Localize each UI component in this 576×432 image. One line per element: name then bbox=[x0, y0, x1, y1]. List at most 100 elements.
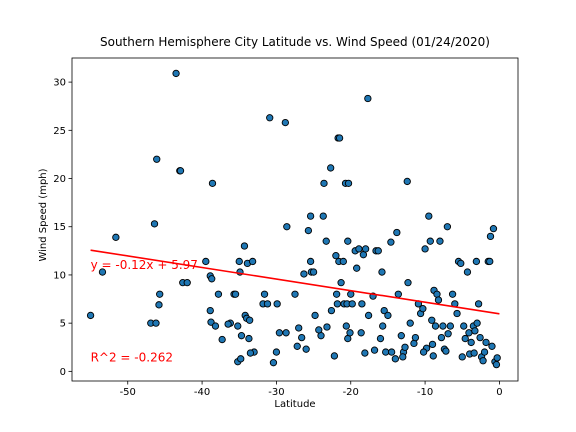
data-point bbox=[206, 306, 214, 315]
data-point bbox=[384, 311, 392, 320]
x-tick-label: 0 bbox=[496, 387, 502, 398]
data-point bbox=[237, 355, 245, 363]
data-point bbox=[364, 94, 372, 103]
data-point bbox=[489, 225, 498, 233]
data-point bbox=[306, 212, 315, 220]
data-point bbox=[300, 270, 308, 278]
data-point bbox=[339, 257, 347, 266]
data-point bbox=[112, 233, 120, 241]
data-point bbox=[240, 242, 249, 250]
data-point bbox=[364, 311, 373, 320]
data-point bbox=[315, 326, 323, 334]
data-point bbox=[208, 275, 216, 283]
data-point bbox=[379, 322, 387, 330]
data-point bbox=[266, 114, 274, 122]
data-point bbox=[327, 306, 336, 315]
data-point bbox=[153, 155, 161, 163]
data-point bbox=[479, 357, 487, 365]
data-point bbox=[486, 232, 495, 241]
data-point bbox=[493, 354, 501, 362]
data-point bbox=[419, 305, 427, 313]
data-point bbox=[155, 301, 163, 309]
data-point bbox=[437, 333, 446, 342]
data-point bbox=[309, 268, 318, 276]
x-axis-label: Latitude bbox=[274, 399, 315, 410]
data-point bbox=[272, 348, 281, 356]
data-point bbox=[333, 300, 342, 308]
data-point bbox=[458, 353, 466, 361]
data-point bbox=[156, 290, 164, 298]
x-tick-label: -10 bbox=[417, 387, 433, 398]
data-point bbox=[442, 347, 450, 355]
y-tick-label: 15 bbox=[53, 222, 66, 233]
data-point bbox=[237, 332, 246, 340]
data-point bbox=[394, 290, 402, 298]
data-point bbox=[488, 342, 496, 350]
data-point bbox=[474, 300, 483, 308]
data-point bbox=[482, 338, 490, 347]
y-tick-label: 5 bbox=[60, 319, 66, 330]
y-tick-label: 30 bbox=[53, 78, 66, 89]
data-point bbox=[465, 329, 473, 337]
data-point bbox=[282, 329, 290, 337]
data-point bbox=[293, 342, 301, 350]
x-tick-label: -40 bbox=[194, 387, 210, 398]
data-point bbox=[470, 349, 478, 357]
data-point bbox=[401, 343, 409, 351]
data-point bbox=[353, 264, 361, 272]
data-point bbox=[486, 257, 494, 266]
data-point bbox=[426, 237, 434, 245]
y-tick-label: 25 bbox=[53, 126, 66, 137]
data-point bbox=[457, 259, 465, 268]
data-point bbox=[152, 319, 160, 327]
data-point bbox=[382, 348, 390, 356]
data-point bbox=[387, 348, 396, 356]
data-point bbox=[311, 311, 319, 320]
data-point bbox=[357, 329, 365, 337]
data-point bbox=[370, 346, 379, 354]
data-point bbox=[361, 349, 369, 357]
data-point bbox=[419, 348, 428, 356]
data-point bbox=[346, 329, 354, 337]
data-point bbox=[176, 167, 185, 175]
data-point bbox=[428, 340, 437, 349]
data-point bbox=[150, 220, 159, 228]
data-point bbox=[231, 290, 240, 298]
data-point bbox=[246, 349, 255, 357]
data-point bbox=[429, 352, 437, 360]
data-point bbox=[453, 309, 461, 318]
data-point bbox=[273, 300, 281, 308]
data-point bbox=[86, 311, 95, 320]
data-point bbox=[347, 290, 355, 298]
data-point bbox=[172, 69, 180, 78]
chart-title: Southern Hemisphere City Latitude vs. Wi… bbox=[100, 35, 490, 49]
data-point bbox=[374, 247, 382, 255]
data-point bbox=[275, 329, 284, 337]
data-point bbox=[298, 333, 306, 342]
data-point bbox=[330, 352, 339, 360]
plot-frame bbox=[71, 57, 519, 382]
data-point bbox=[434, 296, 443, 304]
data-point bbox=[234, 322, 242, 330]
data-point bbox=[492, 360, 501, 369]
data-point bbox=[476, 333, 484, 342]
data-point bbox=[320, 179, 328, 187]
y-tick-label: 20 bbox=[53, 174, 66, 185]
r-squared-label: R^2 = -0.262 bbox=[91, 351, 173, 365]
data-point bbox=[337, 279, 345, 287]
data-point bbox=[471, 327, 479, 335]
data-point bbox=[376, 334, 385, 343]
data-point bbox=[467, 338, 475, 347]
regression-line bbox=[90, 249, 500, 315]
data-point bbox=[431, 322, 440, 330]
data-point bbox=[281, 118, 289, 127]
data-point bbox=[387, 238, 395, 246]
data-point bbox=[342, 322, 350, 330]
data-point bbox=[472, 257, 481, 266]
y-tick-label: 0 bbox=[60, 367, 66, 378]
data-point bbox=[393, 228, 401, 237]
data-point bbox=[391, 355, 399, 363]
data-point bbox=[446, 322, 455, 330]
data-point bbox=[397, 332, 405, 340]
